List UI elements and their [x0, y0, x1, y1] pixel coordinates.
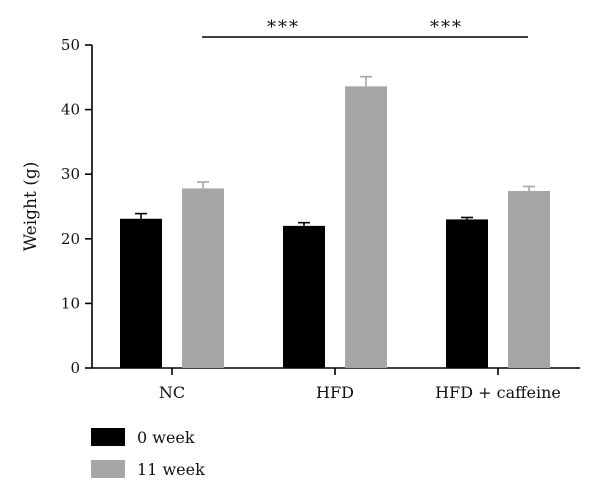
legend-swatch [91, 460, 125, 478]
y-tick-label: 40 [61, 101, 80, 119]
y-tick-label: 50 [61, 36, 80, 54]
significance-annotations: *** *** [202, 17, 528, 38]
legend-label: 0 week [137, 428, 195, 447]
bar [446, 219, 488, 368]
x-axis: NC HFD HFD + caffeine [92, 367, 580, 402]
y-tick-label: 20 [61, 230, 80, 248]
y-tick-label: 30 [61, 165, 80, 183]
legend-label: 11 week [137, 460, 205, 479]
x-tick-label: HFD [316, 383, 354, 402]
x-tick-label: NC [159, 383, 185, 402]
bar [508, 190, 550, 368]
y-axis-title: Weight (g) [21, 162, 41, 252]
bar [120, 218, 162, 368]
y-tick-label: 0 [70, 359, 80, 377]
bar [283, 225, 325, 368]
legend: 0 week 11 week [91, 428, 205, 479]
y-tick-label: 10 [61, 294, 80, 312]
legend-swatch [91, 428, 125, 446]
significance-label: *** [430, 17, 463, 38]
x-tick-label: HFD + caffeine [435, 383, 561, 402]
significance-label: *** [267, 17, 300, 38]
y-axis: 0 10 20 30 40 50 [61, 36, 93, 377]
bars [120, 75, 550, 369]
bar [182, 188, 224, 368]
bar [345, 86, 387, 369]
